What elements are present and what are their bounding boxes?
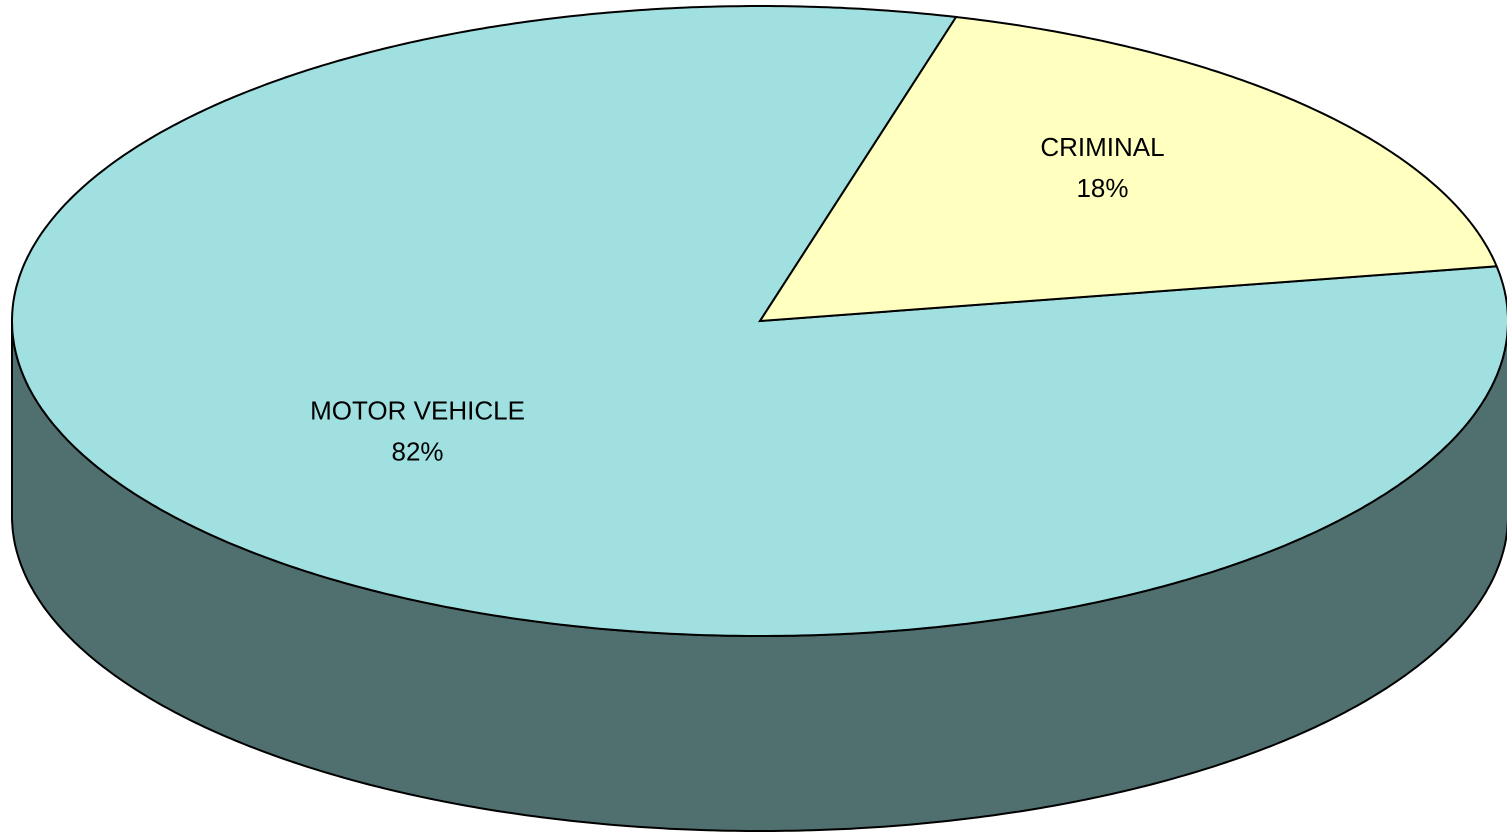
slice-label: CRIMINAL (1040, 132, 1164, 162)
slice-value-label: 82% (392, 437, 444, 467)
slice-value-label: 18% (1076, 173, 1128, 203)
slice-label: MOTOR VEHICLE (310, 396, 525, 426)
slice (758, 15, 1499, 323)
